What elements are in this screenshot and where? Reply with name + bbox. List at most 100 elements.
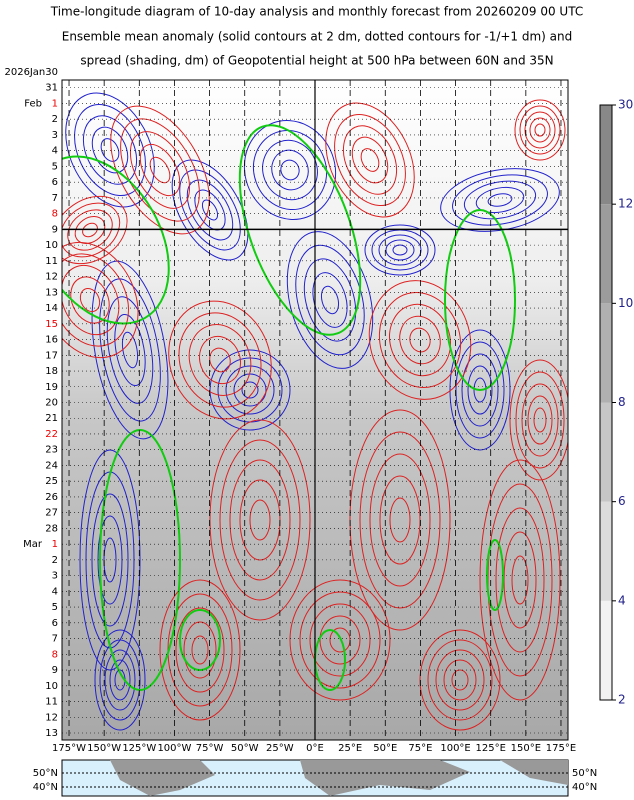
colorbar-label: 6 [618, 494, 626, 508]
contour [175, 607, 225, 693]
contour [209, 347, 231, 373]
y-month-label: 2026 [5, 67, 30, 78]
contour [94, 629, 146, 731]
y-day-label: 6 [52, 177, 58, 188]
y-day-label: 25 [45, 476, 58, 487]
contour [286, 231, 374, 369]
contour [299, 591, 381, 689]
y-day-label: 27 [45, 508, 58, 519]
y-day-label: 12 [45, 712, 58, 723]
contour [452, 174, 548, 226]
contour [114, 313, 146, 387]
contour [104, 649, 136, 711]
colorbar-label: 30 [618, 98, 633, 112]
y-day-label: 26 [45, 492, 58, 503]
contour [378, 291, 462, 389]
x-tick-label: 50°E [373, 743, 397, 754]
contour [62, 241, 139, 359]
contour [511, 555, 529, 605]
contour [385, 239, 415, 261]
x-tick-label: 150°E [511, 743, 541, 754]
grid [62, 80, 568, 740]
contour [121, 331, 139, 369]
map-lat-label: 50°N [572, 768, 597, 779]
y-day-label: Jan30 [29, 67, 58, 78]
contour [243, 120, 337, 220]
y-day-label: 7 [52, 634, 58, 645]
x-tick-label: 75°E [408, 743, 432, 754]
contour [209, 419, 311, 621]
contour [451, 669, 469, 691]
contour [435, 649, 485, 711]
contour [409, 327, 431, 353]
contour [209, 349, 291, 431]
zero-contour [238, 124, 362, 336]
x-tick-label: 25°E [338, 743, 362, 754]
y-day-label: 8 [52, 209, 58, 220]
colorbar: 2 4 6 8 10 12 30 [599, 98, 633, 707]
contour [503, 531, 537, 629]
title-line: Time-longitude diagram of 10-day analysi… [50, 5, 583, 19]
contour [473, 377, 487, 403]
contour [219, 439, 301, 601]
contour [487, 193, 513, 207]
y-day-label: 22 [45, 429, 58, 440]
y-day-label: 13 [45, 287, 58, 298]
contour [519, 105, 561, 155]
x-tick-label: 75°W [196, 743, 224, 754]
x-tick-label: 100°E [440, 743, 470, 754]
contour [427, 639, 493, 721]
map-lat-label: 50°N [33, 768, 58, 779]
contour [280, 159, 300, 181]
y-day-label: 8 [52, 649, 58, 660]
contour [168, 300, 272, 420]
y-day-label: 10 [45, 681, 58, 692]
contour [120, 118, 200, 222]
contour [378, 234, 422, 266]
y-day-label: 2 [52, 114, 58, 125]
contour [521, 383, 559, 457]
zero-contour [62, 155, 170, 325]
map-lat-label: 40°N [572, 782, 597, 793]
contour [62, 202, 121, 258]
x-tick-label: 175°E [546, 743, 576, 754]
y-day-label: 31 [45, 83, 58, 94]
x-tick-label: 125°W [122, 743, 156, 754]
contour [191, 635, 209, 665]
contour [91, 126, 129, 174]
colorbar-segment [600, 204, 612, 304]
contour [271, 149, 309, 191]
contour [389, 497, 411, 543]
contour [364, 224, 436, 276]
contour [325, 102, 415, 218]
contour [467, 365, 493, 415]
zero-contour [99, 429, 181, 691]
colorbar-label: 8 [618, 395, 626, 409]
contour [529, 117, 551, 143]
y-day-label: 10 [45, 240, 58, 251]
contour [99, 278, 161, 422]
zero-contour [179, 609, 221, 671]
y-day-label: 18 [45, 366, 58, 377]
colorbar-label: 4 [618, 593, 626, 607]
plot-frame [61, 79, 569, 741]
y-day-label: 20 [45, 398, 58, 409]
x-tick-label: 50°W [231, 743, 259, 754]
zero-contour [444, 209, 516, 391]
contour [201, 199, 219, 221]
contours [62, 92, 568, 731]
contour [253, 129, 327, 211]
colorbar-segment [600, 501, 612, 601]
contour [334, 113, 406, 207]
title-line: Ensemble mean anomaly (solid contours at… [62, 30, 573, 44]
contour [320, 285, 340, 315]
contour [289, 579, 391, 701]
y-day-label: 11 [45, 256, 58, 267]
contour [82, 115, 138, 185]
contour [443, 659, 477, 701]
contour [110, 105, 210, 235]
contour [91, 260, 169, 440]
contour [183, 621, 217, 679]
colorbar-label: 10 [618, 296, 633, 310]
